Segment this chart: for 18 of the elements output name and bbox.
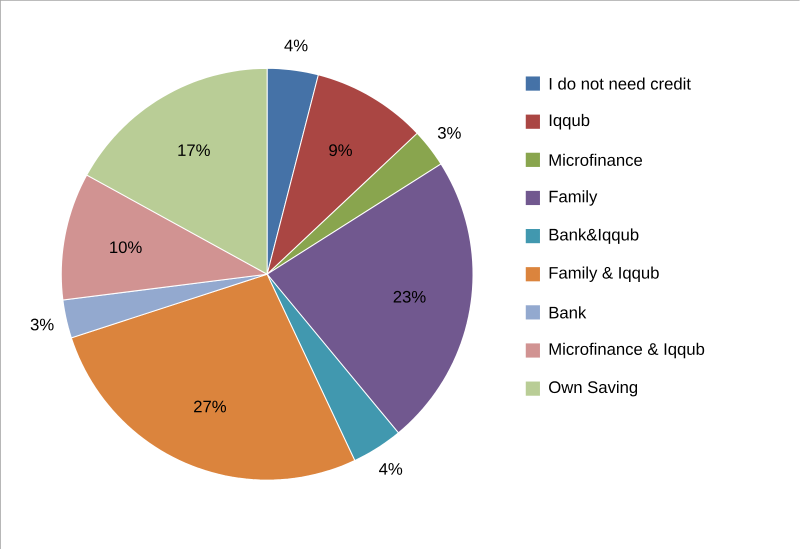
- data-label: 3%: [30, 318, 54, 330]
- legend-label: Iqqub: [550, 114, 590, 130]
- legend-label: Microfinance & Iqqub: [550, 342, 704, 358]
- legend-label: Bank&Iqqub: [550, 228, 638, 244]
- data-label: 17%: [178, 144, 210, 156]
- legend-label: Microfinance: [550, 153, 642, 166]
- data-label: 27%: [194, 400, 226, 412]
- data-label: 10%: [110, 241, 142, 253]
- data-label: 4%: [379, 462, 402, 475]
- data-label: 4%: [284, 39, 308, 52]
- legend-label: I do not need credit: [550, 77, 691, 90]
- data-label: 3%: [438, 126, 461, 139]
- data-label: 9%: [329, 144, 352, 156]
- legend-label: Own Saving: [549, 380, 638, 396]
- legend-label: Bank: [550, 306, 586, 318]
- legend-label: Family: [550, 190, 598, 206]
- legend-label: Family & Iqqub: [550, 266, 659, 282]
- data-label: 23%: [394, 290, 426, 302]
